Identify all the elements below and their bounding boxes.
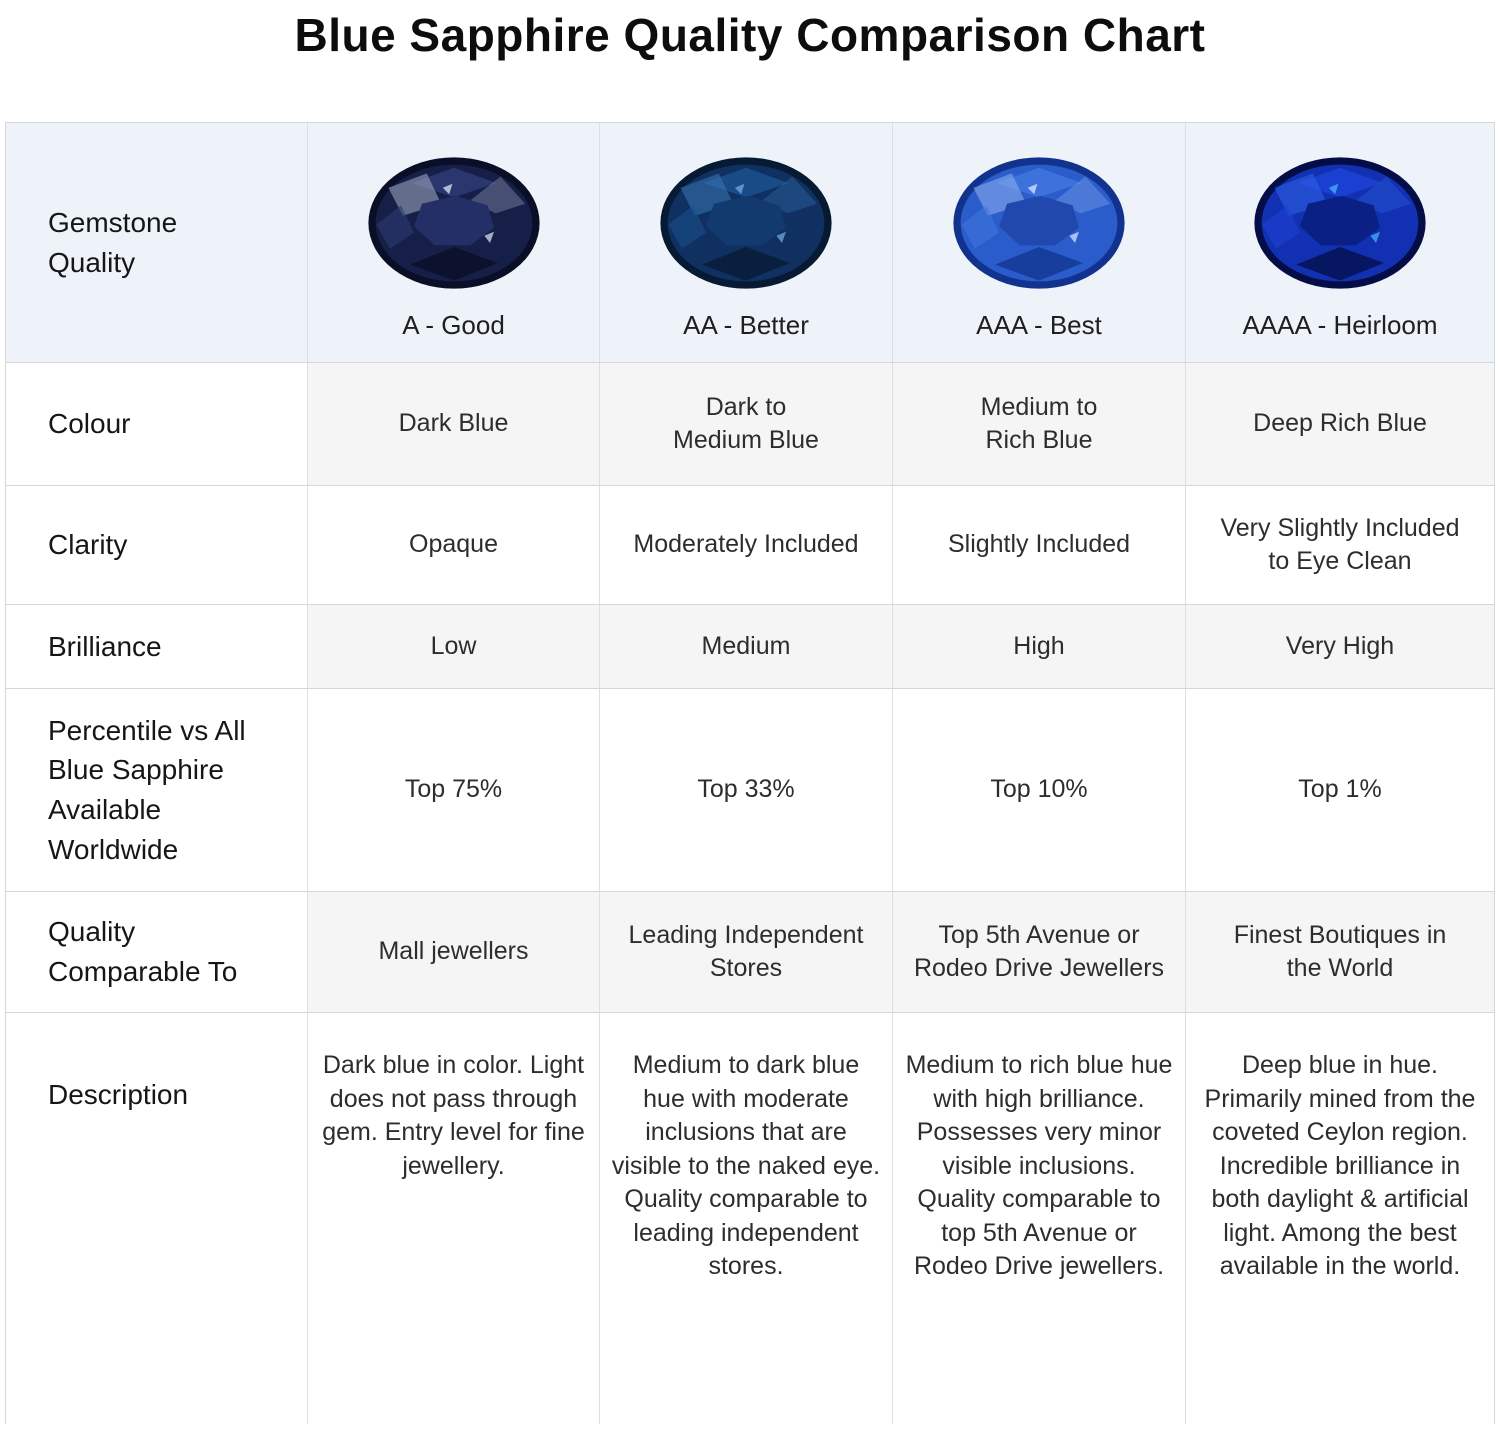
row-percentile: Percentile vs All Blue Sapphire Availabl… [6, 689, 1494, 892]
clarity-cell-aa-better: Moderately Included [600, 486, 893, 604]
percentile-cell-aaa-best: Top 10% [893, 689, 1186, 891]
description-cell-a-good: Dark blue in color. Light does not pass … [308, 1013, 600, 1424]
comparable-cell-aaa-best: Top 5th Avenue or Rodeo Drive Jewellers [893, 892, 1186, 1012]
row-brilliance: Brilliance Low Medium High Very High [6, 605, 1494, 689]
percentile-cell-aa-better: Top 33% [600, 689, 893, 891]
row-label-description: Description [6, 1013, 308, 1424]
sapphire-aaa-best-image [953, 157, 1125, 289]
colour-cell-a-good: Dark Blue [308, 363, 600, 485]
grade-column-a-good: A - Good [308, 123, 600, 362]
clarity-cell-aaa-best: Slightly Included [893, 486, 1186, 604]
grade-label-a-good: A - Good [402, 310, 505, 341]
comparable-cell-a-good: Mall jewellers [308, 892, 600, 1012]
row-clarity: Clarity Opaque Moderately Included Sligh… [6, 486, 1494, 605]
row-label-percentile: Percentile vs All Blue Sapphire Availabl… [6, 689, 308, 891]
description-cell-aaa-best: Medium to rich blue hue with high brilli… [893, 1013, 1186, 1424]
brilliance-cell-aa-better: Medium [600, 605, 893, 688]
sapphire-aa-better-image [660, 157, 832, 289]
row-colour: Colour Dark Blue Dark to Medium Blue Med… [6, 363, 1494, 486]
percentile-cell-a-good: Top 75% [308, 689, 600, 891]
row-description: Description Dark blue in color. Light do… [6, 1013, 1494, 1424]
comparison-table: Gemstone Quality A - Good [5, 122, 1495, 1424]
row-label-clarity: Clarity [6, 486, 308, 604]
sapphire-aaaa-heirloom-image [1254, 157, 1426, 289]
grade-column-aa-better: AA - Better [600, 123, 893, 362]
brilliance-cell-aaaa-heirloom: Very High [1186, 605, 1494, 688]
brilliance-cell-a-good: Low [308, 605, 600, 688]
colour-cell-aaaa-heirloom: Deep Rich Blue [1186, 363, 1494, 485]
description-cell-aaaa-heirloom: Deep blue in hue. Primarily mined from t… [1204, 1051, 1476, 1280]
page-title: Blue Sapphire Quality Comparison Chart [294, 9, 1206, 61]
brilliance-cell-aaa-best: High [893, 605, 1186, 688]
colour-cell-aa-better: Dark to Medium Blue [600, 363, 893, 485]
colour-cell-aaa-best: Medium to Rich Blue [893, 363, 1186, 485]
comparable-cell-aaaa-heirloom: Finest Boutiques in the World [1186, 892, 1494, 1012]
row-label-colour: Colour [6, 363, 308, 485]
percentile-cell-aaaa-heirloom: Top 1% [1298, 775, 1382, 804]
row-label-gemstone-quality: Gemstone Quality [6, 123, 308, 362]
row-quality-comparable-to: Quality Comparable To Mall jewellers Lea… [6, 892, 1494, 1013]
grade-label-aaaa-heirloom: AAAA - Heirloom [1242, 310, 1438, 341]
grade-column-aaaa-heirloom: AAAA - Heirloom [1186, 123, 1494, 362]
row-gemstone-quality: Gemstone Quality A - Good [6, 123, 1494, 363]
grade-label-aa-better: AA - Better [683, 310, 809, 341]
sapphire-a-good-image [367, 157, 540, 289]
clarity-cell-aaaa-heirloom: Very Slightly Included to Eye Clean [1220, 513, 1460, 576]
clarity-cell-a-good: Opaque [308, 486, 600, 604]
grade-label-aaa-best: AAA - Best [976, 310, 1102, 341]
row-label-brilliance: Brilliance [6, 605, 308, 688]
row-label-quality-comparable-to: Quality Comparable To [6, 892, 308, 1012]
grade-column-aaa-best: AAA - Best [893, 123, 1186, 362]
description-cell-aa-better: Medium to dark blue hue with moderate in… [600, 1013, 893, 1424]
comparable-cell-aa-better: Leading Independent Stores [600, 892, 893, 1012]
